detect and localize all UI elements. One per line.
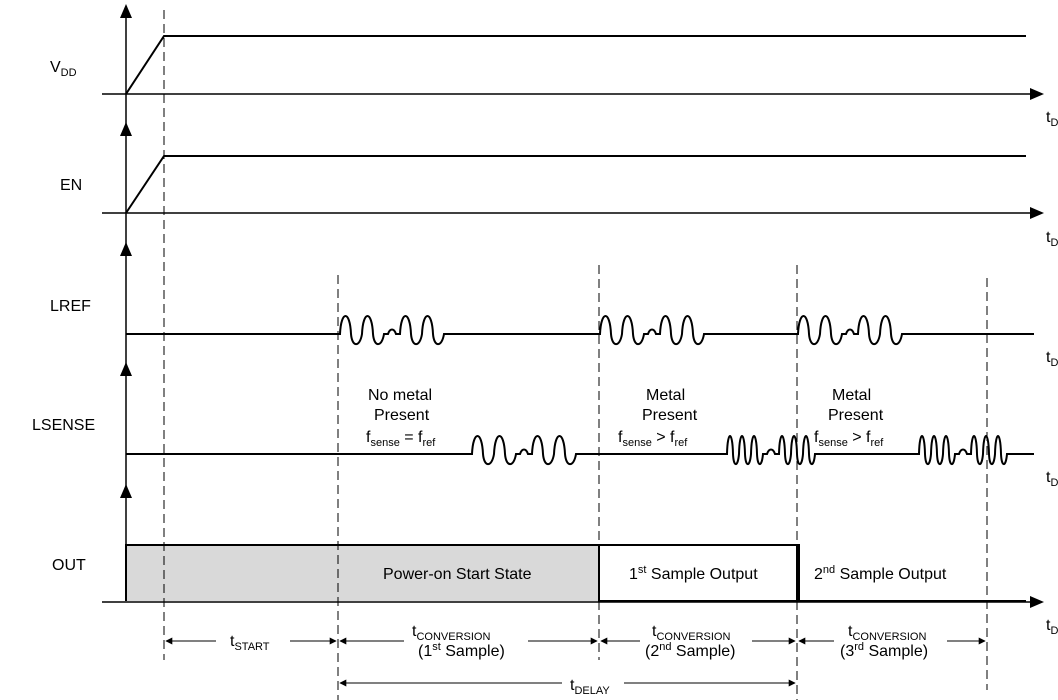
lref-waveform xyxy=(126,315,1034,346)
en-waveform xyxy=(125,155,1026,214)
signal-labels: VDD EN LREF LSENSE OUT xyxy=(32,59,95,574)
svg-text:fsense > fref: fsense > fref xyxy=(618,429,688,449)
signal-label-en: EN xyxy=(60,177,82,194)
axis-label-lref: tD xyxy=(1046,349,1058,369)
signal-label-lsense: LSENSE xyxy=(32,417,95,434)
svg-text:(2nd Sample): (2nd Sample) xyxy=(645,641,736,660)
power-on-state-fill xyxy=(127,545,599,601)
phase-note-metal-2: Metal Present fsense > fref xyxy=(814,387,884,449)
signal-label-out: OUT xyxy=(52,557,86,574)
svg-text:Present: Present xyxy=(374,407,430,424)
conv2-label: tCONVERSION (2nd Sample) xyxy=(645,623,736,660)
svg-text:(1st Sample): (1st Sample) xyxy=(418,641,505,660)
out-state-sample1: 1st Sample Output xyxy=(629,564,758,583)
axis-label-lsense: tD xyxy=(1046,469,1058,489)
svg-text:fsense = fref: fsense = fref xyxy=(366,429,436,449)
axis-label-out: tD xyxy=(1046,617,1058,637)
vdd-waveform xyxy=(125,35,1026,95)
svg-text:No metal: No metal xyxy=(368,387,432,404)
lsense-waveform xyxy=(126,435,1034,466)
svg-text:tCONVERSION: tCONVERSION xyxy=(412,623,490,643)
svg-text:Metal: Metal xyxy=(646,387,685,404)
svg-text:Present: Present xyxy=(642,407,698,424)
axis-label-en: tD xyxy=(1046,229,1058,249)
time-axes xyxy=(102,88,1044,608)
phase-note-metal-1: Metal Present fsense > fref xyxy=(618,387,698,449)
svg-text:tCONVERSION: tCONVERSION xyxy=(652,623,730,643)
svg-text:Metal: Metal xyxy=(832,387,871,404)
t-start-label: tSTART xyxy=(230,633,270,653)
vertical-axis xyxy=(120,4,132,600)
signal-label-vdd: VDD xyxy=(50,59,77,79)
svg-text:fsense > fref: fsense > fref xyxy=(814,429,884,449)
t-delay-label: tDELAY xyxy=(570,677,610,697)
conv1-label: tCONVERSION (1st Sample) xyxy=(412,623,505,660)
signal-label-lref: LREF xyxy=(50,298,91,315)
phase-note-no-metal: No metal Present fsense = fref xyxy=(366,387,436,449)
conv3-label: tCONVERSION (3rd Sample) xyxy=(840,623,928,660)
svg-text:(3rd Sample): (3rd Sample) xyxy=(840,641,928,660)
out-state-sample2: 2nd Sample Output xyxy=(814,564,947,583)
svg-text:tCONVERSION: tCONVERSION xyxy=(848,623,926,643)
dimension-arrows xyxy=(165,637,986,687)
out-state-power-on: Power-on Start State xyxy=(383,566,532,583)
dashed-markers xyxy=(163,10,988,700)
axis-labels: tD tD tD tD tD xyxy=(1046,109,1058,637)
svg-text:Present: Present xyxy=(828,407,884,424)
axis-label-vdd: tD xyxy=(1046,109,1058,129)
